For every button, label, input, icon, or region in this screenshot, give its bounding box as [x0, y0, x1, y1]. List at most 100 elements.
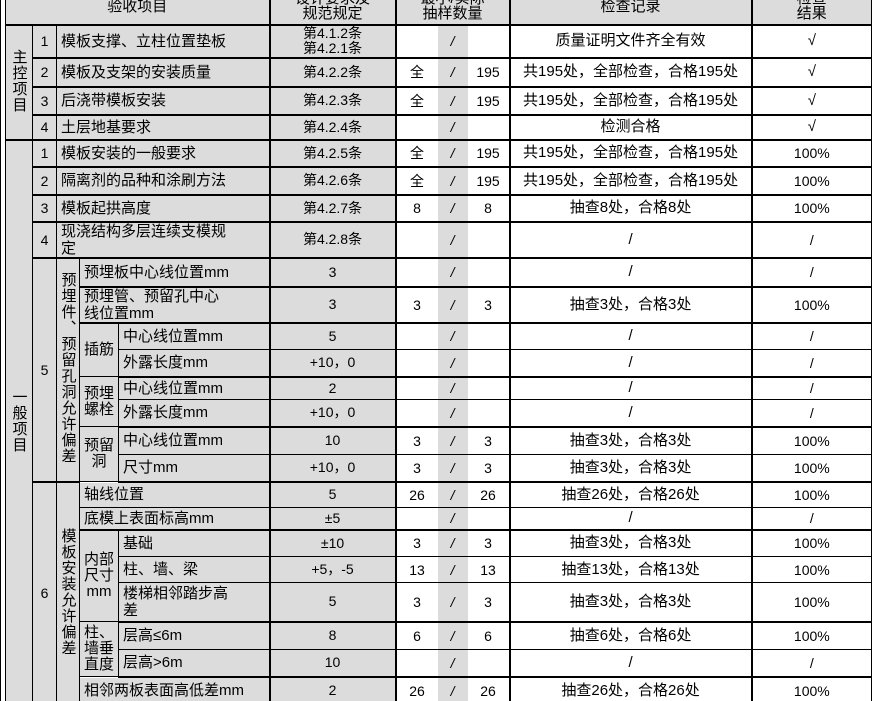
sample-min-count: 全: [395, 139, 438, 168]
cell-text: +10，0: [309, 404, 356, 421]
cell-text: +10，0: [309, 459, 356, 476]
inspection-result: /: [751, 257, 873, 288]
cell-text: /: [450, 119, 455, 135]
sample-min-count: 全: [395, 166, 438, 196]
item-description: 模板安装的一般要求: [55, 139, 271, 168]
item-description: 底模上表面标高mm: [78, 507, 271, 531]
table-row: 外露长度mm +10，0 / / /: [6, 349, 873, 378]
sample-divider-slash: /: [437, 86, 468, 116]
cell-text: 相邻两板表面高低差mm: [84, 682, 244, 700]
item-description: 土层地基要求: [55, 114, 271, 141]
cell-text: /: [809, 654, 814, 671]
item-description: 层高>6m: [117, 649, 271, 678]
cell-text: 插筋: [83, 340, 114, 358]
cell-text: /: [628, 403, 633, 421]
sample-divider-slash: /: [437, 454, 468, 483]
cell-text: 3: [413, 593, 421, 610]
cell-text: 模板起拱高度: [61, 199, 152, 217]
sample-actual-count: 195: [467, 166, 511, 196]
cell-text: /: [450, 486, 455, 503]
sample-divider-slash: /: [437, 621, 468, 650]
cell-text: /: [450, 404, 455, 421]
sample-divider-slash: /: [437, 399, 468, 428]
cell-text: 8: [413, 200, 421, 216]
cell-text: 2: [40, 64, 49, 80]
cell-text: /: [450, 172, 455, 189]
sample-actual-count: [467, 649, 511, 678]
cell-text: 2: [328, 682, 337, 699]
sample-actual-count: 3: [467, 454, 511, 483]
inspection-result: /: [751, 322, 873, 350]
item-description: 中心线位置mm: [117, 426, 271, 455]
cell-text: /: [450, 328, 455, 345]
cell-text: 100%: [793, 561, 830, 578]
sample-actual-count: [467, 399, 511, 428]
spec-requirement: 第4.2.5条: [269, 139, 397, 168]
item-description: 外露长度mm: [117, 399, 271, 428]
cell-text: /: [450, 354, 455, 371]
cell-text: 3: [413, 432, 421, 449]
spec-requirement: 第4.1.2条 第4.2.1条: [269, 24, 397, 59]
spec-requirement: 第4.2.3条: [269, 86, 397, 116]
cell-text: /: [809, 264, 814, 280]
item-description: 模板起拱高度: [55, 194, 271, 223]
sample-divider-slash: /: [437, 481, 468, 508]
cell-text: 主控项目: [10, 48, 28, 113]
cell-text: 5: [328, 327, 337, 344]
group-label-general-items: 一般项目: [5, 139, 33, 701]
inspection-record: 抽查3处，合格3处: [509, 286, 753, 324]
sample-divider-slash: /: [437, 349, 468, 378]
cell-text: 3: [484, 535, 492, 552]
cell-text: 3: [413, 296, 421, 313]
sample-actual-count: [467, 114, 511, 141]
sub-item-label-reserved-hole: 预留洞: [79, 426, 119, 482]
cell-text: 轴线位置: [84, 486, 145, 504]
sample-actual-count: 13: [467, 556, 511, 583]
spec-requirement: 3: [269, 286, 397, 324]
sample-actual-count: [467, 507, 511, 531]
table-row: 2 隔离剂的品种和涂刷方法 第4.2.6条 全 / 195 共195处，全部检查，合格195…: [6, 166, 873, 196]
spec-requirement: 5: [269, 582, 397, 623]
item-description: 柱、墙、梁: [117, 556, 271, 583]
sample-min-count: 3: [395, 582, 438, 623]
sample-min-count: 13: [395, 556, 438, 583]
table-row: 楼梯相邻踏步高差 5 3 / 3 抽查3处，合格3处 100%: [6, 582, 873, 623]
sample-actual-count: 195: [467, 86, 511, 116]
inspection-result: 100%: [751, 481, 873, 508]
sample-actual-count: [467, 376, 511, 400]
sample-actual-count: [467, 257, 511, 288]
sample-min-count: 3: [395, 286, 438, 324]
cell-text: 外露长度mm: [123, 404, 208, 422]
inspection-record: 共195处，全部检查，合格195处: [509, 139, 753, 168]
sample-min-count: 8: [395, 194, 438, 223]
sample-divider-slash: /: [437, 286, 468, 324]
cell-text: +10，0: [309, 354, 356, 371]
spec-requirement: +10，0: [269, 349, 397, 378]
cell-text: 第4.2.6条: [302, 172, 363, 188]
inspection-result: /: [751, 376, 873, 400]
cell-text: 检测合格: [600, 118, 661, 135]
inspection-record: 抽查6处，合格6处: [509, 621, 753, 650]
subgroup-label-embedded-parts: 预埋件、预留孔洞允许偏差: [56, 257, 80, 483]
table-row: 4 现浇结构多层连续支模规定 第4.2.8条 / / /: [6, 221, 873, 259]
table-row: 相邻两板表面高低差mm 2 26 / 26 抽查26处，合格26处 100%: [6, 676, 873, 701]
spec-requirement: 2: [269, 376, 397, 400]
cell-text: 10: [324, 432, 341, 449]
inspection-record: 抽查26处，合格26处: [509, 481, 753, 508]
inspection-result: /: [751, 221, 873, 259]
cell-text: 第4.2.8条: [302, 231, 363, 247]
cell-text: /: [628, 653, 633, 671]
cell-text: /: [450, 200, 455, 216]
cell-text: 6: [413, 627, 421, 644]
header-acceptance-items: 验收项目: [4, 0, 271, 26]
spec-requirement: ±5: [269, 507, 397, 531]
spec-requirement: +10，0: [269, 399, 397, 428]
cell-text: 3: [413, 459, 421, 476]
inspection-record: 质量证明文件齐全有效: [509, 24, 753, 59]
table-row: 3 后浇带模板安装 第4.2.3条 全 / 195 共195处，全部检查，合格195处 √: [6, 86, 873, 116]
cell-text: 中心线位置mm: [123, 327, 223, 345]
cell-text: 1: [40, 145, 49, 161]
inspection-record: 抽查3处，合格3处: [509, 582, 753, 623]
cell-text: 抽查6处，合格6处: [569, 626, 692, 644]
